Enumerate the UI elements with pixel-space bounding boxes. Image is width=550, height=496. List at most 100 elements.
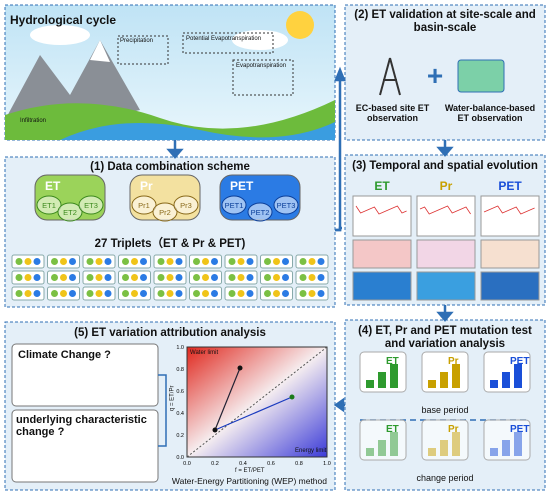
item-ball: [221, 195, 247, 215]
hydro-label: Potential Evapotranspiration: [186, 36, 262, 42]
icon-bar: [490, 448, 498, 456]
triplet-dot: [15, 258, 23, 265]
item-label: ET3: [84, 201, 98, 210]
mini-map: [416, 239, 476, 269]
triplet-dot: [157, 258, 165, 265]
panel-5-title: (5) ET variation attribution analysis: [74, 327, 266, 339]
icon-bar: [390, 364, 398, 388]
triplet-dot: [193, 258, 200, 265]
triplet-dot: [175, 258, 183, 265]
triplet-dot: [95, 290, 103, 297]
mini-map: [352, 271, 412, 301]
region-label: Water limit: [190, 350, 219, 356]
triplet-dot: [308, 258, 316, 265]
basin-icon: [457, 59, 505, 93]
panel-4: [344, 319, 546, 491]
triplet-dot: [299, 274, 307, 281]
plus: +: [427, 60, 443, 91]
icon-label: Pr: [448, 356, 459, 367]
triplet-dot: [33, 290, 41, 297]
icon-bar: [514, 364, 522, 388]
triplet-dot: [122, 258, 129, 265]
icon-bar: [378, 372, 386, 388]
x-tick-label: 0.2: [211, 461, 219, 467]
triplet-dot: [60, 290, 67, 297]
column-label: ET: [374, 179, 390, 193]
triplet-dot: [131, 258, 138, 265]
mini-line: [483, 205, 535, 215]
hydro-label: Precipitation: [120, 38, 154, 44]
item-label: PET2: [251, 208, 270, 217]
y-tick-label: 1.0: [176, 345, 184, 351]
point: [237, 365, 243, 371]
triplet-dot: [157, 290, 165, 297]
triplet-dot: [15, 290, 23, 297]
label-box: [117, 35, 169, 65]
triplet-dot: [104, 290, 112, 297]
item-ball: [152, 202, 178, 222]
icon-bar: [490, 380, 498, 388]
triplet-dot: [60, 258, 67, 265]
triplet-dot: [237, 290, 245, 297]
triplet-dot: [211, 290, 218, 297]
panel-2-item: Water-balance-based ET observation: [444, 103, 536, 123]
plot-line: [214, 367, 241, 431]
hydro-title: Hydrological cycle: [10, 13, 117, 27]
mini-chart: [352, 195, 412, 237]
triplet-dot: [157, 274, 165, 281]
triplet-dot: [228, 258, 236, 265]
tower-icon: [379, 57, 401, 96]
sun: [286, 11, 314, 39]
mini-map: [352, 239, 412, 269]
icon-bar: [428, 448, 436, 456]
triplet-dot: [104, 258, 112, 265]
icon-label: ET: [386, 356, 399, 367]
triplet-dot: [51, 290, 58, 297]
panel-4-title: (4) ET, Pr and PET mutation test and var…: [358, 325, 532, 350]
hydro-label: Infiltration: [20, 118, 47, 124]
arrows: [166, 66, 454, 413]
x-tick-label: 0.4: [239, 461, 247, 467]
triplet-dot: [51, 274, 58, 281]
triplet-dot: [202, 274, 209, 281]
item-ball: [36, 195, 62, 215]
item-label: PET3: [277, 201, 296, 210]
panel-2-item: EC-based site ET observation: [355, 103, 430, 123]
triplet-dot: [86, 258, 94, 265]
column-label: PET: [498, 179, 522, 193]
triplet-dot: [166, 274, 174, 281]
triplet-dot: [166, 258, 174, 265]
triplet-dot: [60, 274, 67, 281]
triplet-dot: [264, 258, 271, 265]
item-label: Pr3: [180, 201, 192, 210]
plot-line: [214, 396, 293, 431]
icon-bar: [502, 440, 510, 456]
label-box: [182, 32, 274, 54]
triplet-dot: [317, 274, 325, 281]
triplet-dot: [193, 290, 200, 297]
panel-1-caption: 27 Triplets（ET & Pr & PET): [94, 238, 246, 250]
icon-label: PET: [510, 424, 529, 435]
triplet-dot: [211, 258, 218, 265]
label-box: [232, 59, 294, 96]
period-label: base period: [421, 405, 469, 415]
icon-label: ET: [386, 424, 399, 435]
triplet-dot: [308, 274, 316, 281]
triplet-dot: [202, 290, 209, 297]
bracket: [158, 374, 167, 447]
y-tick-label: 0.0: [176, 455, 184, 461]
mini-line: [419, 205, 471, 215]
panel-5-caption: Water-Energy Partitioning (WEP) method: [171, 476, 327, 486]
item-label: Pr1: [138, 201, 150, 210]
icon-bar: [452, 432, 460, 456]
group-name: Pr: [140, 179, 153, 193]
triplet-dot: [299, 290, 307, 297]
panel-2: [344, 4, 546, 141]
triplet-dot: [69, 290, 76, 297]
icon-bar: [366, 448, 374, 456]
triplet-dot: [282, 258, 289, 265]
triplet-dot: [317, 290, 325, 297]
triplet-dot: [237, 258, 245, 265]
icon-bar: [440, 440, 448, 456]
icon-label: PET: [510, 356, 529, 367]
